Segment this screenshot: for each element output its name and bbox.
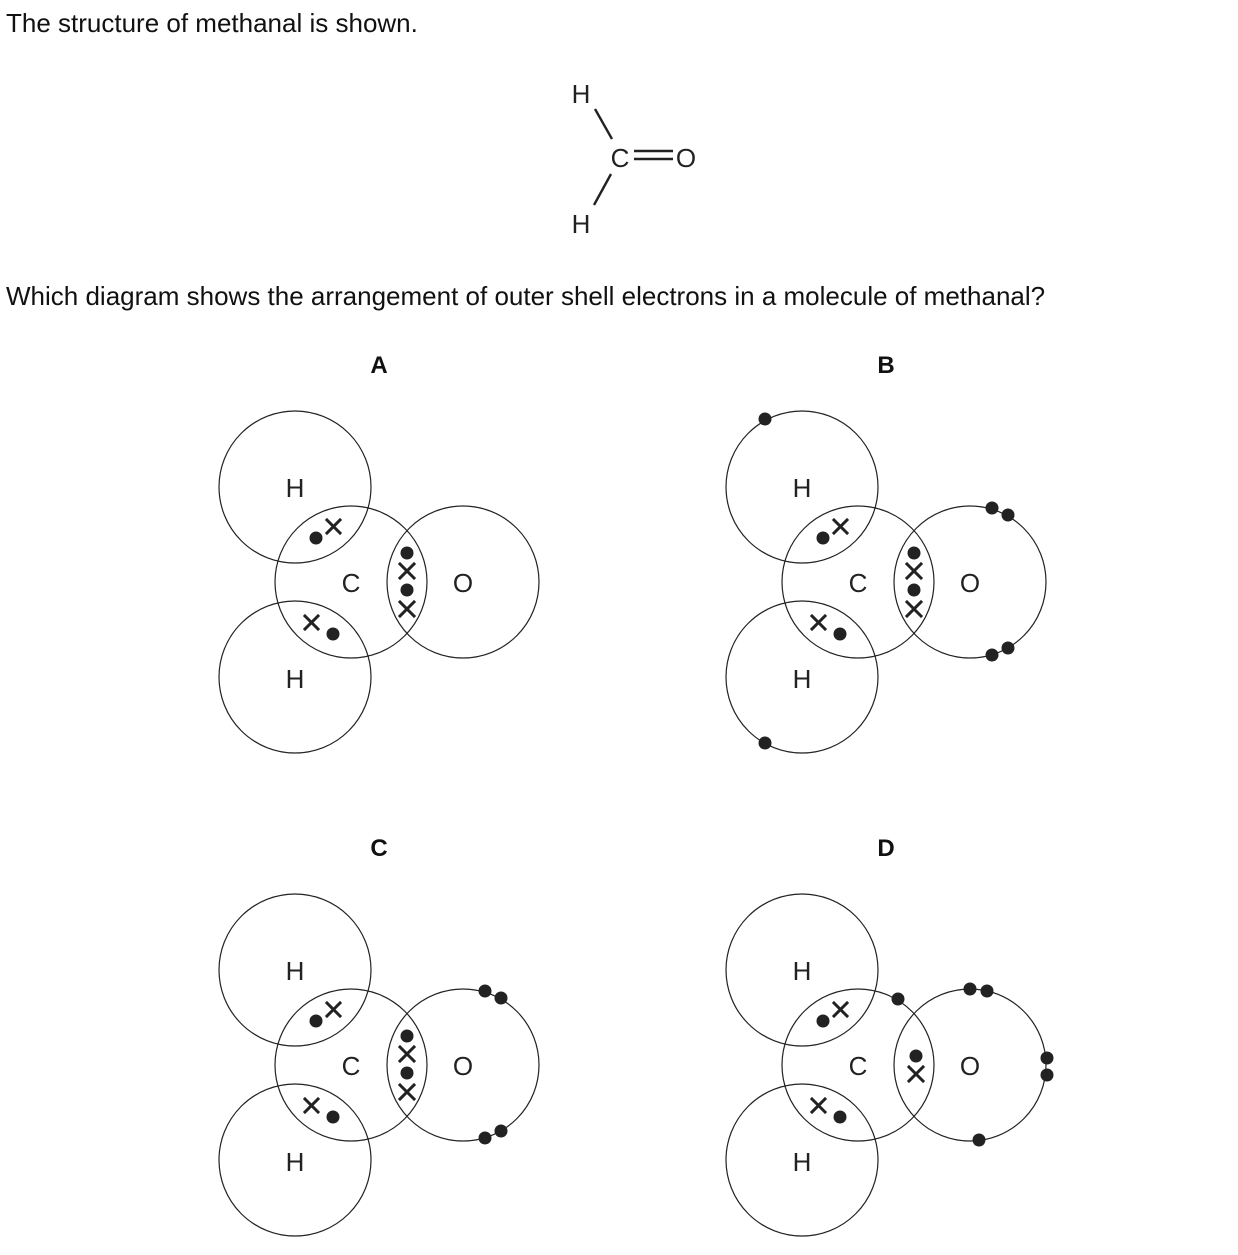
electron-dot xyxy=(1001,641,1015,655)
question-stem-prompt: Which diagram shows the arrangement of o… xyxy=(6,281,1046,311)
electron-dot xyxy=(816,1014,830,1028)
h-bottom-shell xyxy=(218,600,372,754)
electron-cross xyxy=(397,599,417,619)
option-d-label[interactable]: D xyxy=(877,835,895,862)
option-a-diagram[interactable]: H C O H xyxy=(218,410,540,754)
electron-dot xyxy=(972,1133,986,1147)
electron-cross xyxy=(904,599,924,619)
option-c-label[interactable]: C xyxy=(370,835,388,862)
electron-cross xyxy=(397,561,417,581)
carbon-shell xyxy=(781,505,935,659)
h-bottom-shell xyxy=(725,1083,879,1237)
electron-dot xyxy=(400,546,414,560)
option-a-label[interactable]: A xyxy=(370,352,388,379)
electron-cross xyxy=(831,1000,850,1019)
atom-oxygen: O xyxy=(960,568,980,598)
electron-dot xyxy=(833,627,847,641)
electron-cross xyxy=(809,1096,828,1115)
atom-h-top: H xyxy=(286,956,305,986)
electron-dot xyxy=(400,1066,414,1080)
h-top-shell xyxy=(725,410,879,564)
electron-dot xyxy=(833,1110,847,1124)
atom-carbon: C xyxy=(342,568,361,598)
option-c-diagram[interactable]: H C O H xyxy=(218,893,540,1237)
electron-dot xyxy=(309,531,323,545)
atom-oxygen: O xyxy=(453,1051,473,1081)
electron-dot xyxy=(478,984,492,998)
atom-oxygen: O xyxy=(960,1051,980,1081)
oxygen-shell xyxy=(893,505,1047,659)
option-b-diagram[interactable]: H C O H xyxy=(725,410,1047,754)
electron-cross xyxy=(324,1000,343,1019)
electron-dot xyxy=(1040,1068,1054,1082)
h-bottom-shell xyxy=(725,600,879,754)
option-b-label[interactable]: B xyxy=(877,352,895,379)
electron-dot xyxy=(963,982,977,996)
option-d-diagram[interactable]: H C O H xyxy=(725,893,1054,1237)
atom-h-top: H xyxy=(793,473,812,503)
electron-cross xyxy=(809,613,828,632)
carbon-shell xyxy=(781,988,935,1142)
atom-h-bottom: H xyxy=(793,664,812,694)
electron-dot xyxy=(494,1124,508,1138)
electron-dot xyxy=(907,583,921,597)
electron-dot xyxy=(909,1049,923,1063)
atom-carbon: C xyxy=(342,1051,361,1081)
electron-dot xyxy=(400,583,414,597)
h-top-shell xyxy=(218,893,372,1047)
electron-cross xyxy=(324,517,343,536)
atom-carbon: C xyxy=(849,1051,868,1081)
electron-cross xyxy=(397,1082,417,1102)
electron-cross xyxy=(302,1096,321,1115)
electron-dot xyxy=(478,1131,492,1145)
electron-dot xyxy=(980,984,994,998)
electron-dot xyxy=(907,546,921,560)
atom-oxygen: O xyxy=(453,568,473,598)
oxygen-shell xyxy=(386,988,540,1142)
electron-dot xyxy=(816,531,830,545)
h-bottom-shell xyxy=(218,1083,372,1237)
electron-dot xyxy=(494,991,508,1005)
electron-dot xyxy=(326,1110,340,1124)
atom-h-bottom: H xyxy=(793,1147,812,1177)
h-top-shell xyxy=(218,410,372,564)
electron-dot xyxy=(891,992,905,1006)
electron-dot xyxy=(309,1014,323,1028)
oxygen-shell xyxy=(386,505,540,659)
atom-carbon: C xyxy=(849,568,868,598)
electron-dot xyxy=(985,501,999,515)
electron-dot xyxy=(326,627,340,641)
atom-h-bottom: H xyxy=(286,1147,305,1177)
methanal-structure: H C O H xyxy=(572,79,697,239)
bond-c-h-bottom xyxy=(592,173,613,206)
electron-dot xyxy=(758,736,772,750)
electron-cross xyxy=(397,1044,417,1064)
structure-atom-carbon: C xyxy=(611,143,630,173)
structure-atom-oxygen: O xyxy=(676,143,696,173)
electron-dot xyxy=(985,648,999,662)
electron-dot xyxy=(758,412,772,426)
h-top-shell xyxy=(725,893,879,1047)
question-stem-intro: The structure of methanal is shown. xyxy=(6,8,418,38)
carbon-shell xyxy=(274,988,428,1142)
electron-cross xyxy=(906,1064,926,1084)
atom-h-top: H xyxy=(286,473,305,503)
bond-c-h-top xyxy=(593,108,614,140)
atom-h-bottom: H xyxy=(286,664,305,694)
atom-h-top: H xyxy=(793,956,812,986)
structure-atom-h-top: H xyxy=(572,79,591,109)
electron-dot xyxy=(1040,1051,1054,1065)
electron-cross xyxy=(831,517,850,536)
electron-dot xyxy=(400,1029,414,1043)
structure-atom-h-bottom: H xyxy=(572,209,591,239)
carbon-shell xyxy=(274,505,428,659)
electron-cross xyxy=(904,561,924,581)
electron-dot xyxy=(1001,508,1015,522)
electron-cross xyxy=(302,613,321,632)
